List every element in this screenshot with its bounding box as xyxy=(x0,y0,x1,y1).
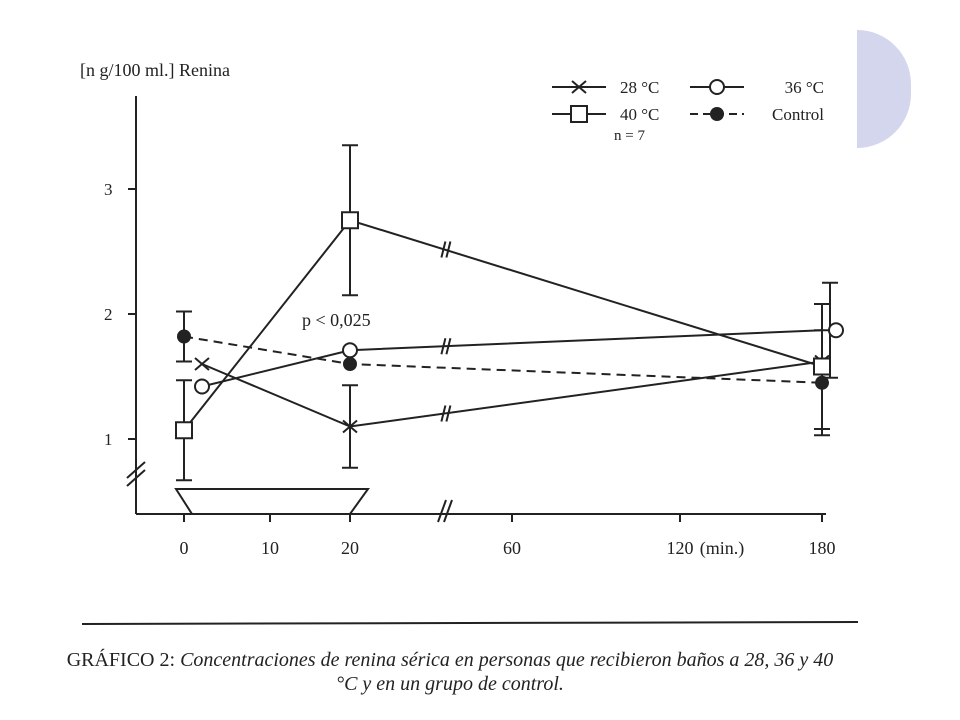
chart-axes: 1 2 3 0 10 20 60 120 180 (min.) xyxy=(104,96,836,559)
legend-label: 40 °C xyxy=(620,105,659,124)
line-break-mark xyxy=(445,405,452,422)
legend-label: 28 °C xyxy=(620,78,659,97)
data-point-40-c xyxy=(341,211,359,230)
y-tick-label: 3 xyxy=(104,180,113,199)
chart-marks xyxy=(175,144,844,482)
bath-period-indicator xyxy=(174,488,370,515)
x-tick-label: 10 xyxy=(261,538,279,558)
x-axis-unit-label: (min.) xyxy=(700,538,745,559)
caption-lead: GRÁFICO 2: xyxy=(66,649,176,671)
x-axis-break xyxy=(437,499,447,523)
line-break-mark xyxy=(440,241,447,258)
y-tick-label: 1 xyxy=(104,430,113,449)
x-tick-label: 120 xyxy=(667,538,694,558)
chart-legend: 28 °C 36 °C 40 °C Control xyxy=(552,78,824,124)
series-line-40-c xyxy=(183,219,823,431)
x-tick-label: 20 xyxy=(341,538,359,558)
x-axis-break xyxy=(443,499,453,523)
legend-label: Control xyxy=(772,105,824,124)
p-value-annotation: p < 0,025 xyxy=(302,310,371,330)
data-point-control xyxy=(177,329,191,344)
caption-rule xyxy=(81,621,859,625)
data-point-40-c xyxy=(175,421,193,440)
legend-swatch-marker xyxy=(710,107,724,121)
figure-caption: GRÁFICO 2: Concentraciones de renina sér… xyxy=(60,648,840,696)
data-point-36-c xyxy=(342,342,358,359)
y-axis-break xyxy=(126,461,146,479)
line-break-mark xyxy=(445,338,452,355)
x-tick-label: 180 xyxy=(809,538,836,558)
line-break-mark xyxy=(440,338,447,355)
y-axis-label: [n g/100 ml.] Renina xyxy=(80,60,230,80)
legend-label: 36 °C xyxy=(785,78,824,97)
data-point-control xyxy=(815,375,829,390)
line-break-mark xyxy=(445,241,452,258)
legend-swatch-marker xyxy=(709,79,725,95)
x-tick-label: 60 xyxy=(503,538,521,558)
data-point-40-c xyxy=(813,357,831,376)
y-tick-label: 2 xyxy=(104,305,113,324)
data-point-28-c xyxy=(342,419,358,434)
line-break-mark xyxy=(440,405,447,422)
sample-size-label: n = 7 xyxy=(614,128,645,144)
legend-swatch-marker xyxy=(570,105,588,123)
data-point-36-c xyxy=(194,378,210,395)
legend-swatch-marker xyxy=(571,80,587,94)
data-point-36-c xyxy=(828,322,844,339)
y-axis-break xyxy=(126,469,146,487)
data-point-control xyxy=(343,357,357,371)
caption-body: Concentraciones de renina sérica en pers… xyxy=(180,649,834,695)
data-point-28-c xyxy=(194,357,210,371)
x-tick-label: 0 xyxy=(180,538,189,558)
